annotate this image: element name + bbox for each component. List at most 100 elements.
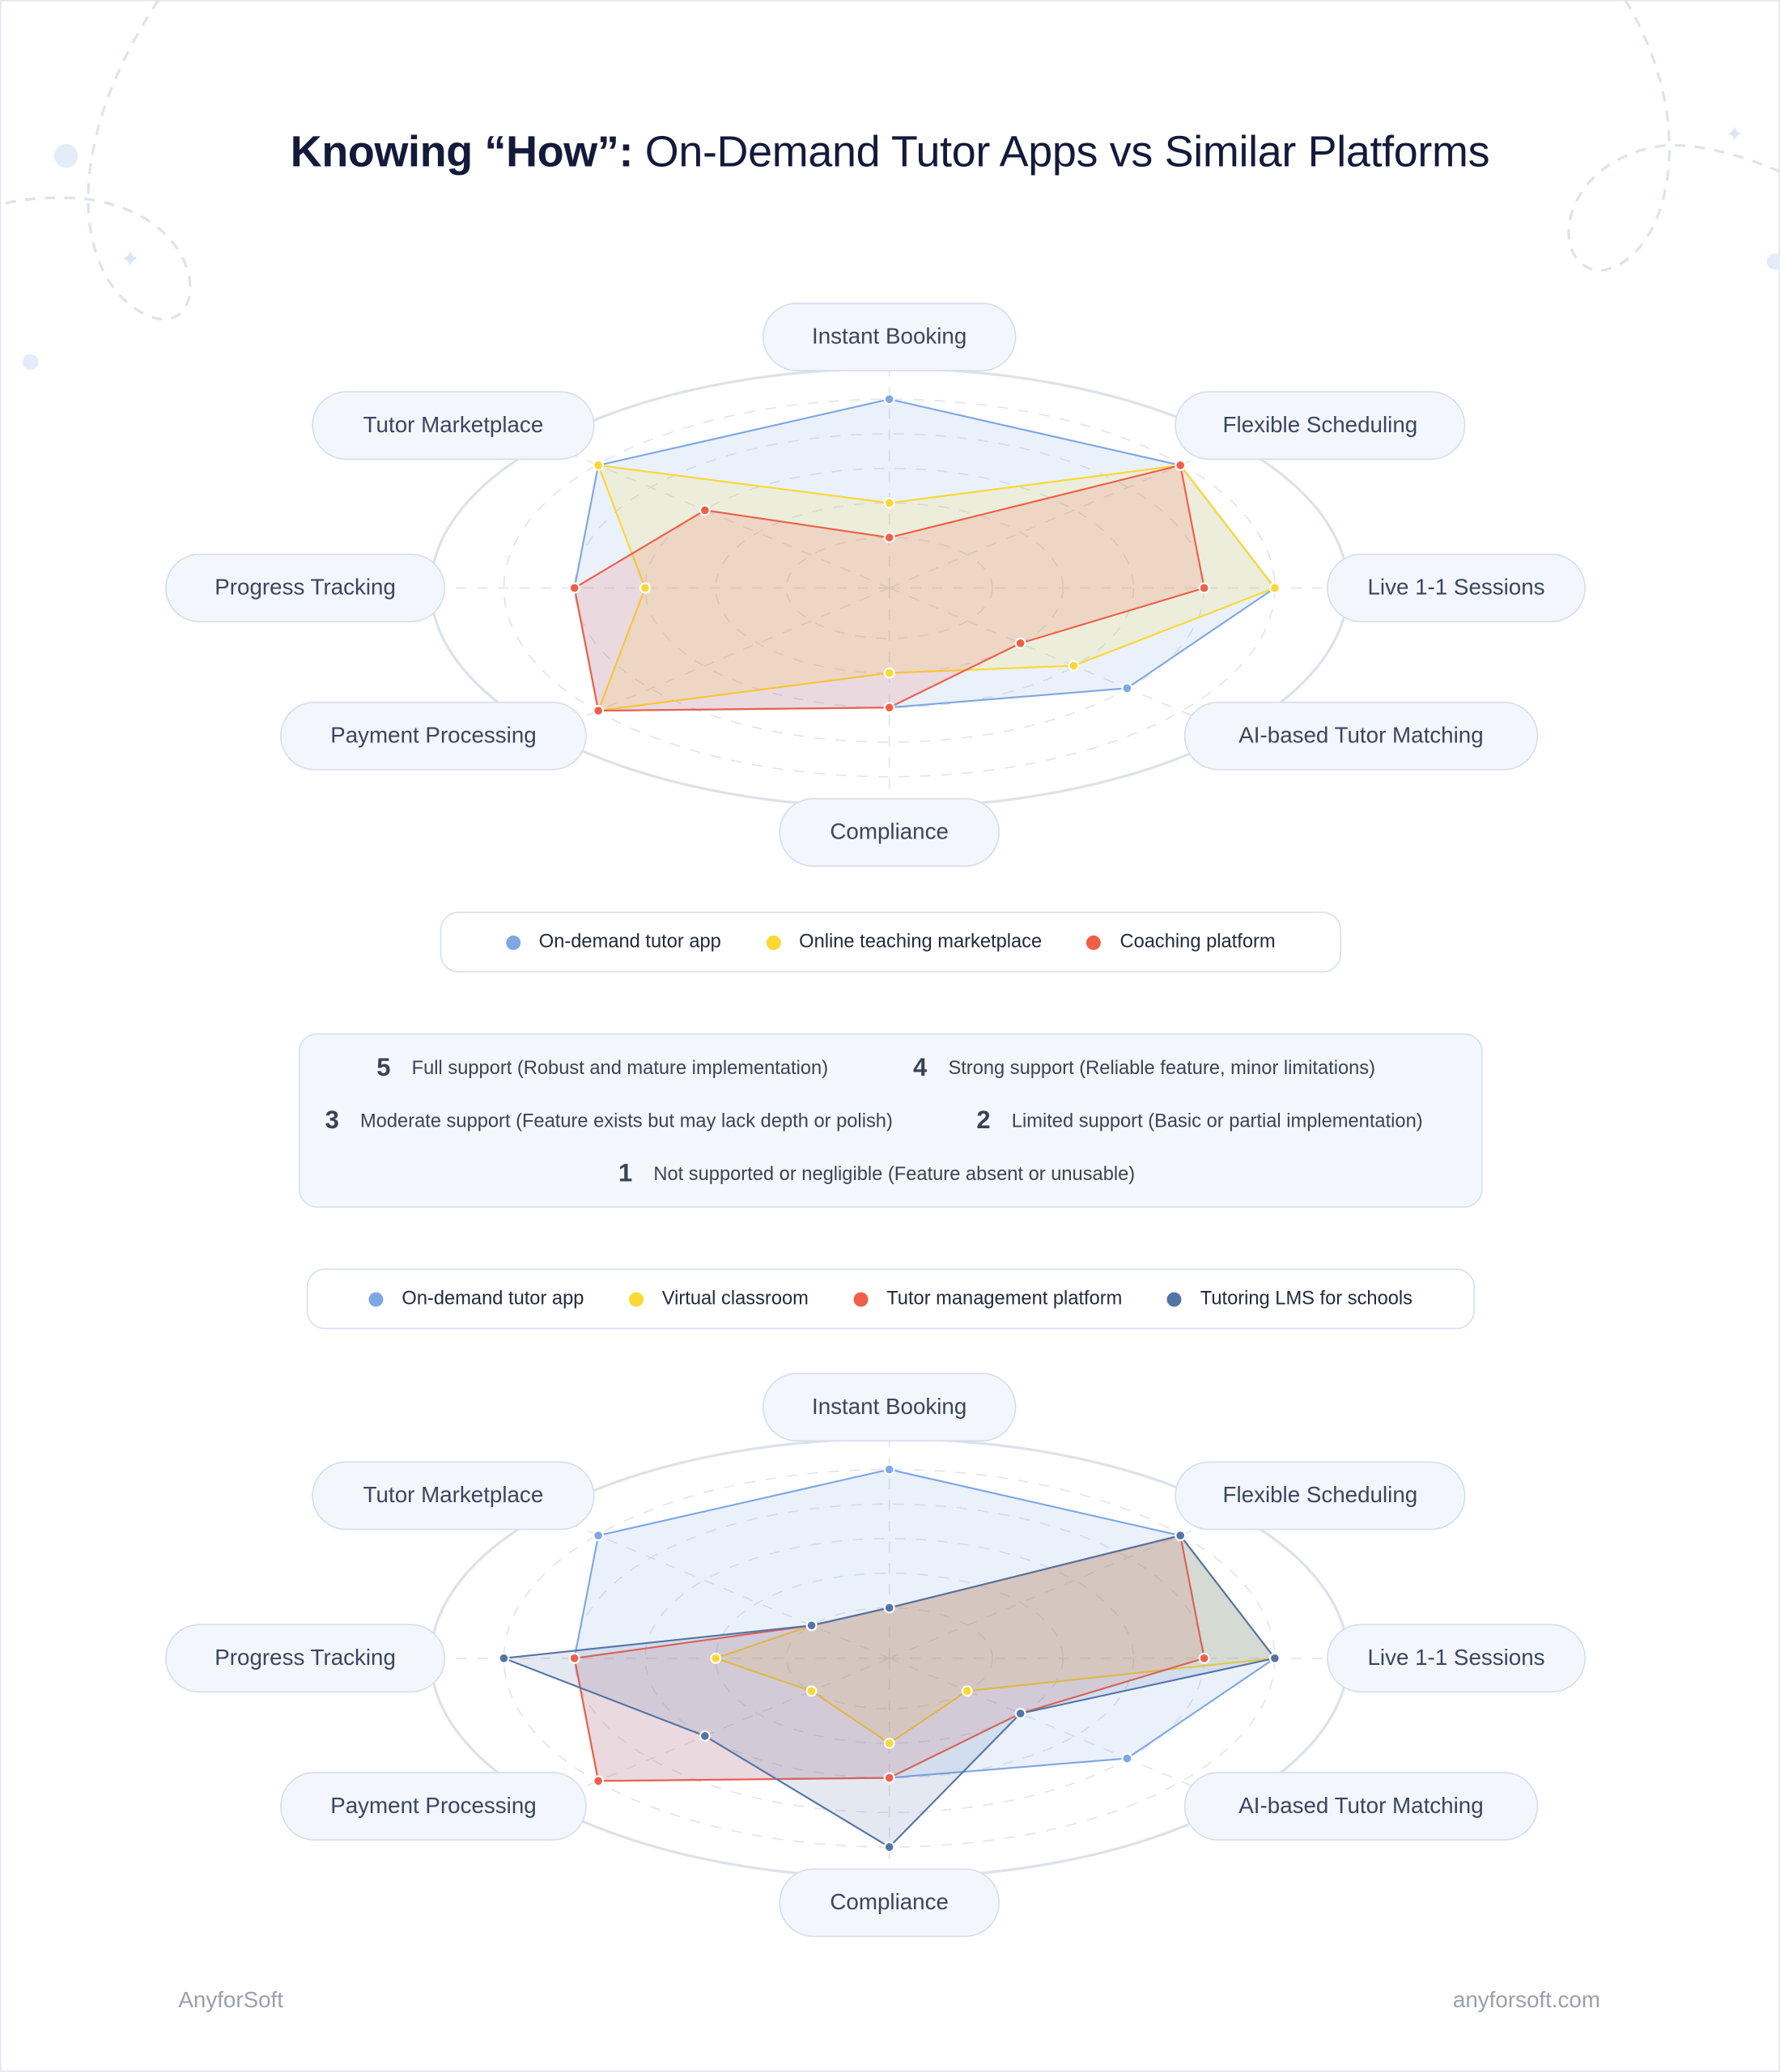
data-point bbox=[1268, 582, 1281, 594]
data-point bbox=[883, 1463, 895, 1475]
axis-label: Live 1-1 Sessions bbox=[1327, 1624, 1587, 1693]
data-point bbox=[1014, 637, 1026, 649]
data-point bbox=[1121, 682, 1133, 694]
legend-item: Virtual classroom bbox=[628, 1288, 809, 1310]
axis-label: Progress Tracking bbox=[165, 1624, 446, 1693]
legend-label: Virtual classroom bbox=[661, 1288, 809, 1310]
legend-item: On-demand tutor app bbox=[505, 931, 721, 953]
axis-label: Progress Tracking bbox=[165, 554, 446, 622]
svg-text:✦: ✦ bbox=[1726, 122, 1744, 146]
legend-label: Tutoring LMS for schools bbox=[1200, 1288, 1413, 1310]
data-point bbox=[883, 532, 895, 544]
scale-number: 4 bbox=[913, 1054, 928, 1083]
data-point bbox=[1268, 1652, 1281, 1664]
grid-ring-3 bbox=[644, 1538, 1135, 1779]
legend-dot bbox=[853, 1291, 869, 1306]
legend-dot bbox=[505, 934, 520, 949]
axis-label: Instant Booking bbox=[762, 1373, 1017, 1442]
axis-label: Compliance bbox=[779, 1868, 1000, 1938]
data-point bbox=[883, 702, 895, 714]
data-point bbox=[1121, 1752, 1133, 1764]
data-point bbox=[1198, 582, 1210, 594]
data-point bbox=[1175, 459, 1187, 471]
radar-chart-2 bbox=[426, 1431, 1353, 1885]
axis-label: Flexible Scheduling bbox=[1175, 1461, 1466, 1531]
axis-label: AI-based Tutor Matching bbox=[1183, 1772, 1539, 1841]
legend-label: Coaching platform bbox=[1119, 931, 1276, 953]
scale-item-4: 4 Strong support (Reliable feature, minor… bbox=[913, 1055, 1375, 1084]
grid-ring-1 bbox=[785, 537, 993, 639]
scale-text: Moderate support (Feature exists but may… bbox=[359, 1110, 893, 1133]
scale-number: 3 bbox=[325, 1107, 339, 1136]
data-point bbox=[883, 1602, 895, 1614]
scale-number: 1 bbox=[618, 1160, 633, 1188]
scale-text: Full support (Robust and mature implemen… bbox=[411, 1058, 829, 1080]
legend-item: Tutoring LMS for schools bbox=[1166, 1288, 1413, 1310]
axis-label: Flexible Scheduling bbox=[1175, 391, 1466, 461]
data-point bbox=[961, 1685, 973, 1697]
page-title: Knowing “How”: On-Demand Tutor Apps vs S… bbox=[0, 127, 1780, 177]
legend-dot bbox=[766, 934, 781, 949]
data-point bbox=[883, 1737, 895, 1749]
data-point bbox=[805, 1685, 818, 1697]
scale-text: Strong support (Reliable feature, minor … bbox=[948, 1058, 1376, 1080]
axis-label: Instant Booking bbox=[762, 302, 1017, 372]
data-point bbox=[593, 1775, 605, 1787]
axis-label: AI-based Tutor Matching bbox=[1183, 701, 1539, 771]
axis-label: Compliance bbox=[779, 798, 1000, 867]
legend-label: Tutor management platform bbox=[886, 1288, 1123, 1310]
legend-dot bbox=[628, 1291, 644, 1306]
data-point bbox=[699, 504, 711, 516]
data-point bbox=[1014, 1708, 1026, 1720]
rating-scale-box: 5 Full support (Robust and mature impleme… bbox=[298, 1033, 1483, 1208]
legend-dot bbox=[1086, 934, 1102, 949]
data-point bbox=[883, 667, 895, 679]
data-point bbox=[568, 1652, 580, 1664]
data-point bbox=[1198, 1652, 1210, 1664]
data-point bbox=[883, 393, 895, 405]
scale-item-3: 3 Moderate support (Feature exists but ma… bbox=[325, 1107, 893, 1136]
legend-item: Tutor management platform bbox=[853, 1289, 1122, 1310]
data-point bbox=[498, 1652, 510, 1664]
legend-label: On-demand tutor app bbox=[538, 931, 721, 953]
legend-1: On-demand tutor app Online teaching mark… bbox=[440, 911, 1341, 973]
data-point bbox=[1068, 660, 1080, 672]
svg-text:✦: ✦ bbox=[121, 246, 141, 273]
grid-ring-3 bbox=[644, 467, 1135, 709]
legend-item: Online teaching marketplace bbox=[766, 932, 1042, 953]
legend-dot bbox=[1166, 1291, 1182, 1306]
axis-label: Tutor Marketplace bbox=[312, 1461, 595, 1531]
axis-label: Payment Processing bbox=[280, 701, 587, 771]
data-point bbox=[699, 1730, 711, 1742]
scale-number: 5 bbox=[376, 1054, 391, 1083]
background-decoration: ✦✦ bbox=[0, 0, 1780, 371]
data-point bbox=[883, 1772, 895, 1784]
website-link[interactable]: anyforsoft.com bbox=[1452, 1987, 1600, 2013]
axis-label: Payment Processing bbox=[280, 1772, 587, 1841]
data-point bbox=[639, 582, 651, 594]
data-point bbox=[805, 1620, 818, 1632]
legend-label: On-demand tutor app bbox=[401, 1288, 584, 1310]
axis-label: Tutor Marketplace bbox=[312, 391, 595, 461]
axis-label: Live 1-1 Sessions bbox=[1327, 554, 1587, 622]
legend-label: Online teaching marketplace bbox=[799, 931, 1043, 953]
scale-item-2: 2 Limited support (Basic or partial imple… bbox=[976, 1107, 1422, 1136]
data-point bbox=[568, 582, 580, 594]
data-point bbox=[593, 459, 605, 471]
data-point bbox=[883, 497, 895, 509]
scale-text: Not supported or negligible (Feature abs… bbox=[653, 1164, 1136, 1186]
scale-item-1: 1 Not supported or negligible (Feature ab… bbox=[618, 1160, 1135, 1189]
data-point bbox=[1175, 1530, 1187, 1542]
title-bold: Knowing “How”: bbox=[290, 126, 634, 176]
scale-text: Limited support (Basic or partial implem… bbox=[1011, 1110, 1423, 1133]
legend-item: Coaching platform bbox=[1086, 931, 1276, 953]
data-point bbox=[593, 705, 605, 716]
brand-name: AnyforSoft bbox=[178, 1987, 283, 2013]
data-point bbox=[593, 1530, 605, 1542]
scale-item-5: 5 Full support (Robust and mature impleme… bbox=[376, 1055, 828, 1084]
title-rest: On-Demand Tutor Apps vs Similar Platform… bbox=[633, 126, 1490, 176]
scale-number: 2 bbox=[976, 1107, 991, 1136]
legend-dot bbox=[368, 1291, 384, 1306]
